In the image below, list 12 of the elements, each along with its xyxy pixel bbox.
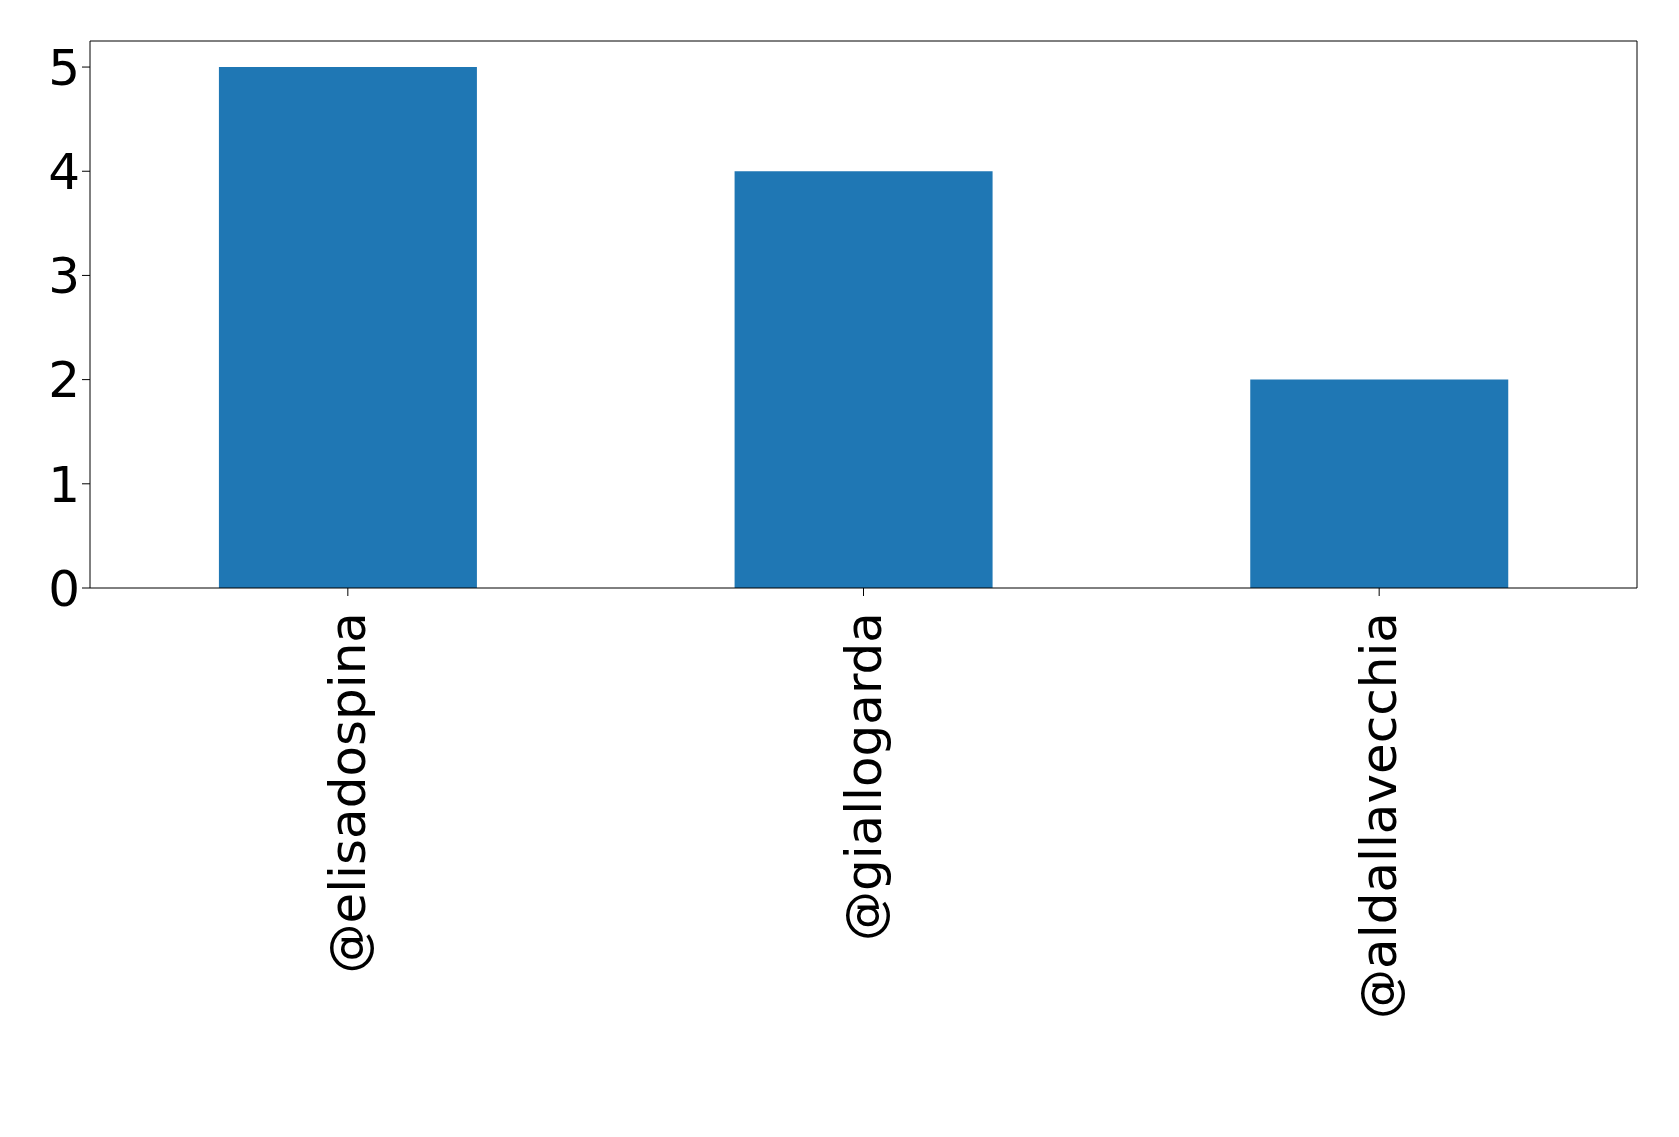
y-tick-label: 4 bbox=[48, 142, 80, 201]
y-tick-label: 3 bbox=[48, 247, 80, 306]
x-tick-label: @giallogarda bbox=[834, 612, 893, 942]
bar bbox=[734, 171, 993, 588]
x-tick-label: @aldallavecchia bbox=[1350, 612, 1409, 1019]
y-tick-label: 5 bbox=[48, 38, 80, 97]
y-tick-label: 2 bbox=[48, 351, 80, 410]
bar bbox=[1250, 379, 1509, 588]
bar bbox=[218, 67, 477, 588]
y-tick-label: 0 bbox=[48, 559, 80, 618]
y-tick-label: 1 bbox=[48, 455, 80, 514]
x-tick-label: @elisadospina bbox=[318, 612, 377, 974]
